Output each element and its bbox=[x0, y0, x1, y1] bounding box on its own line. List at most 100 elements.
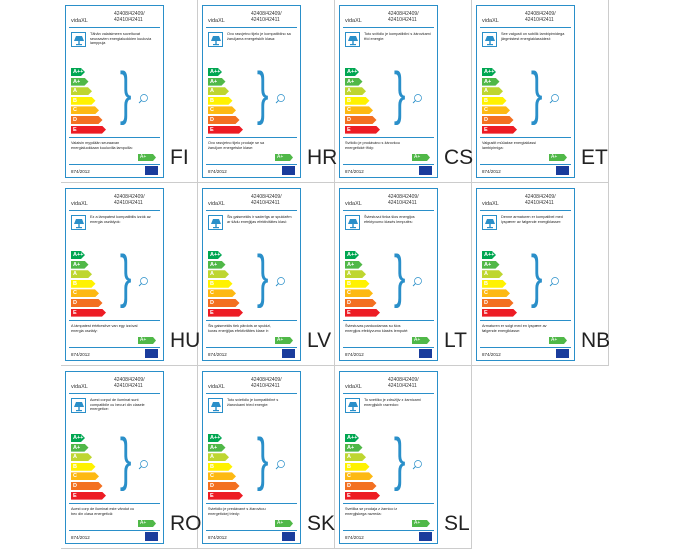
energy-class-bar: C bbox=[345, 289, 373, 297]
label-cell: vidaXL 42408/42409/42410/42411 Toto svítid… bbox=[335, 0, 473, 183]
lamp-icon bbox=[345, 398, 360, 413]
energy-label: vidaXL 42408/42409/42410/42411 Tähän valai… bbox=[65, 5, 164, 178]
model-line: 42410/42411 bbox=[388, 383, 417, 389]
lamp bbox=[348, 36, 358, 46]
model-numbers: 42408/42409/42410/42411 bbox=[114, 11, 145, 23]
regulation: 874/2012 bbox=[482, 169, 501, 174]
label-cell: vidaXL 42408/42409/42410/42411 Acest corpu… bbox=[61, 366, 202, 549]
label-cell: vidaXL 42408/42409/42410/42411 Ez a lámpat… bbox=[61, 183, 201, 366]
model-line: 42408/42409/ bbox=[114, 11, 145, 17]
energy-class-bar: B bbox=[482, 280, 507, 288]
eu-flag bbox=[419, 166, 432, 175]
divider bbox=[480, 210, 571, 211]
energy-label: vidaXL 42408/42409/42410/42411 Ez a lámpat… bbox=[65, 188, 164, 361]
energy-class-bar: D bbox=[482, 116, 514, 124]
energy-label: vidaXL 42408/42409/42410/42411 Acest corpu… bbox=[65, 371, 164, 544]
energy-class-bar: A bbox=[208, 270, 229, 278]
bulb-icon bbox=[547, 275, 561, 294]
brand: vidaXL bbox=[345, 384, 362, 390]
energy-class-bar: A++ bbox=[347, 435, 358, 441]
energy-label: vidaXL 42408/42409/42410/42411 Toto svítid… bbox=[339, 5, 438, 178]
lamp bbox=[485, 36, 495, 46]
model-line: 42410/42411 bbox=[525, 200, 554, 206]
energy-class-bar: A++ bbox=[210, 252, 221, 258]
energy-class-bar: A++ bbox=[210, 435, 221, 441]
bracket: } bbox=[119, 427, 132, 492]
regulation: 874/2012 bbox=[482, 352, 501, 357]
lamp bbox=[211, 36, 221, 46]
label-cell: vidaXL 42408/42409/42410/42411 To svetilko… bbox=[335, 366, 472, 549]
energy-class-bar: E bbox=[208, 126, 243, 134]
eu-flag bbox=[282, 166, 295, 175]
model-line: 42410/42411 bbox=[114, 200, 143, 206]
energy-class-bar: A++ bbox=[73, 435, 84, 441]
energy-class-bar: A+ bbox=[208, 78, 226, 86]
model-numbers: 42408/42409/42410/42411 bbox=[388, 377, 419, 389]
lamp-icon bbox=[482, 215, 497, 230]
divider bbox=[343, 137, 434, 138]
divider bbox=[480, 320, 571, 321]
bracket: } bbox=[393, 427, 406, 492]
model-line: 42410/42411 bbox=[388, 200, 417, 206]
divider bbox=[343, 164, 434, 165]
energy-class-bar: E bbox=[71, 309, 106, 317]
sold-class-arrow: A+ bbox=[412, 337, 430, 344]
energy-label: vidaXL 42408/42409/42410/42411 Ovo rasvjet… bbox=[202, 5, 301, 178]
bulb-icon bbox=[410, 275, 424, 294]
model-numbers: 42408/42409/42410/42411 bbox=[388, 11, 419, 23]
regulation: 874/2012 bbox=[345, 535, 364, 540]
model-line: 42410/42411 bbox=[251, 200, 280, 206]
bulb bbox=[138, 94, 148, 104]
energy-class-bar: B bbox=[208, 463, 233, 471]
bulb bbox=[275, 277, 285, 287]
energy-class-bar: E bbox=[208, 309, 243, 317]
bulb bbox=[412, 94, 422, 104]
lamp-icon bbox=[208, 215, 223, 230]
energy-label: vidaXL 42408/42409/42410/42411 To svetilko… bbox=[339, 371, 438, 544]
brand: vidaXL bbox=[482, 18, 499, 24]
compatibility-text: See valgusti on sobilik lambipirnidega j… bbox=[501, 32, 565, 41]
language-code: HU bbox=[170, 329, 201, 352]
brand: vidaXL bbox=[208, 201, 225, 207]
energy-class-bar: C bbox=[208, 106, 236, 114]
energy-class-bar: A++ bbox=[347, 69, 358, 75]
regulation: 874/2012 bbox=[71, 169, 90, 174]
model-numbers: 42408/42409/42410/42411 bbox=[388, 194, 419, 206]
lamp bbox=[74, 219, 84, 229]
bulb-icon bbox=[273, 458, 287, 477]
lamp-icon bbox=[345, 215, 360, 230]
sold-with-text: Valgustit müüakse energiaklassi lambipir… bbox=[482, 141, 536, 150]
sold-with-text: A lámpatest értékesítve van egy izzóval … bbox=[71, 324, 138, 333]
label-cell: vidaXL 42408/42409/42410/42411 Ovo rasvjet… bbox=[198, 0, 337, 183]
sold-class-arrow: A+ bbox=[138, 337, 156, 344]
regulation: 874/2012 bbox=[71, 535, 90, 540]
language-code: RO bbox=[170, 512, 202, 535]
divider bbox=[69, 27, 160, 28]
model-line: 42410/42411 bbox=[251, 383, 280, 389]
energy-class-bar: D bbox=[208, 482, 240, 490]
energy-label: vidaXL 42408/42409/42410/42411 Šviestuvui … bbox=[339, 188, 438, 361]
energy-class-bar: A bbox=[482, 87, 503, 95]
lamp-icon bbox=[208, 32, 223, 47]
label-cell: vidaXL 42408/42409/42410/42411 Šis gaismek… bbox=[198, 183, 335, 366]
regulation: 874/2012 bbox=[208, 169, 227, 174]
energy-class-bar: B bbox=[71, 280, 96, 288]
energy-class-bar: A bbox=[208, 453, 229, 461]
energy-class-bar: A bbox=[345, 270, 366, 278]
energy-class-bar: A bbox=[71, 270, 92, 278]
lamp bbox=[211, 219, 221, 229]
model-line: 42408/42409/ bbox=[251, 194, 282, 200]
label-cell: vidaXL 42408/42409/42410/42411 See valgust… bbox=[472, 0, 609, 183]
brand: vidaXL bbox=[71, 384, 88, 390]
brand: vidaXL bbox=[345, 201, 362, 207]
energy-label: vidaXL 42408/42409/42410/42411 See valgust… bbox=[476, 5, 575, 178]
energy-class-bar: A++ bbox=[73, 69, 84, 75]
energy-class-bar: A+ bbox=[208, 444, 226, 452]
model-line: 42408/42409/ bbox=[388, 194, 419, 200]
bulb-icon bbox=[547, 92, 561, 111]
compatibility-text: Acest corpul de iluminat sunt compatibil… bbox=[90, 398, 145, 412]
bulb-icon bbox=[273, 92, 287, 111]
divider bbox=[206, 503, 297, 504]
energy-class-bar: D bbox=[208, 116, 240, 124]
